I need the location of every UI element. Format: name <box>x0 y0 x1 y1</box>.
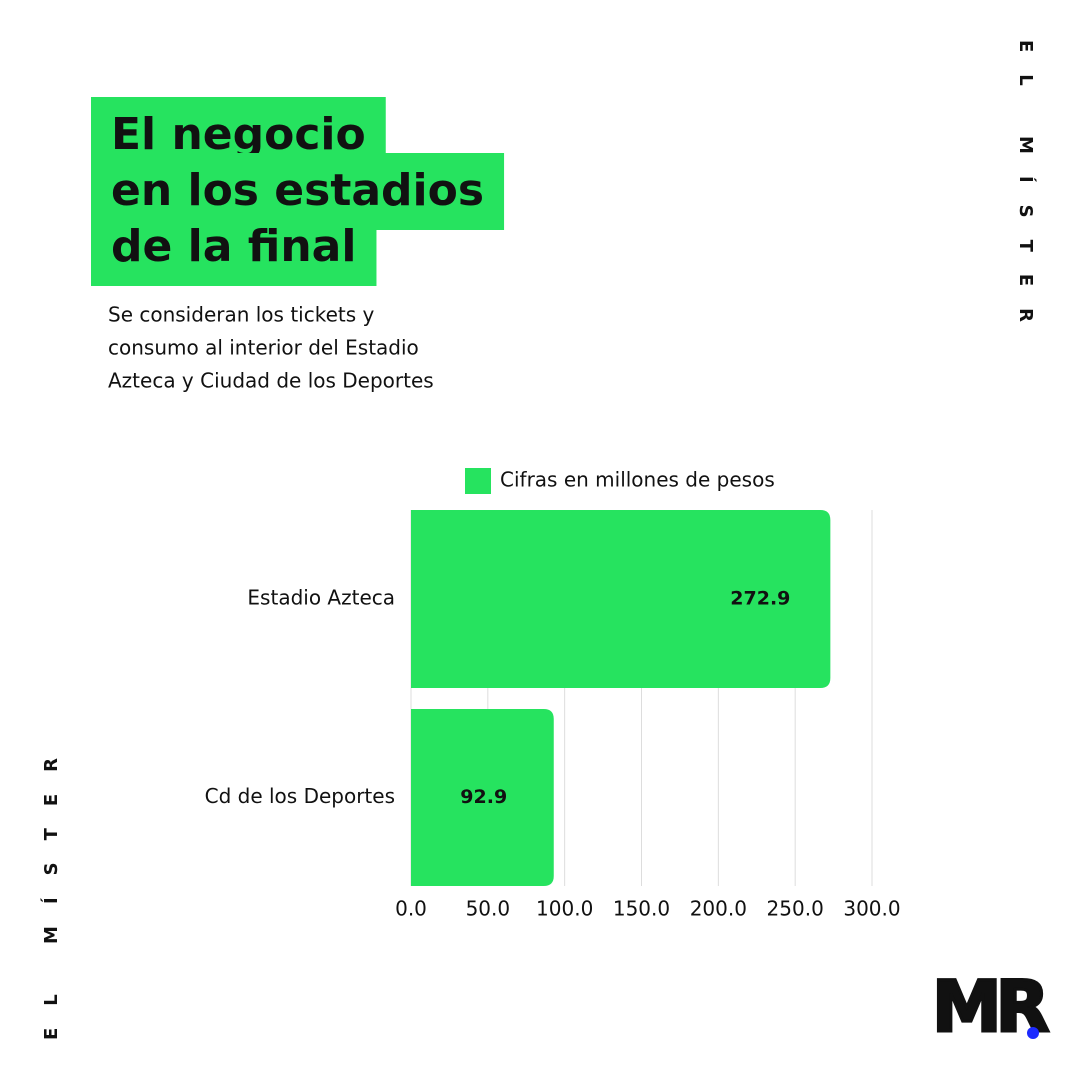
subtitle-line: Azteca y Ciudad de los Deportes <box>108 369 434 393</box>
title-line: de la final <box>111 221 356 272</box>
subtitle-line: consumo al interior del Estadio <box>108 336 419 360</box>
x-tick-label: 150.0 <box>613 897 670 921</box>
title-highlight <box>91 97 386 153</box>
y-tick-label: Estadio Azteca <box>247 586 395 610</box>
x-tick-label: 100.0 <box>536 897 593 921</box>
title-line: en los estadios <box>111 165 484 216</box>
x-tick-label: 250.0 <box>767 897 824 921</box>
subtitle-line: Se consideran los tickets y <box>108 303 375 327</box>
legend-label: Cifras en millones de pesos <box>500 468 775 492</box>
value-label: 272.9 <box>730 588 790 610</box>
x-tick-label: 200.0 <box>690 897 747 921</box>
title-highlight <box>91 230 377 286</box>
y-tick-label: Cd de los Deportes <box>205 784 395 808</box>
bar <box>411 709 554 886</box>
x-tick-label: 300.0 <box>843 897 900 921</box>
x-tick-label: 50.0 <box>466 897 511 921</box>
title-line: El negocio <box>111 109 366 160</box>
legend-swatch <box>465 468 491 494</box>
x-tick-label: 0.0 <box>395 897 427 921</box>
value-label: 92.9 <box>460 786 507 808</box>
logo-dot <box>1027 1027 1039 1039</box>
bar <box>411 510 831 688</box>
brand-right: EL MÍSTER <box>1015 40 1037 344</box>
brand-left: EL MÍSTER <box>40 736 62 1040</box>
logo: MR <box>932 966 1049 1048</box>
title-highlight <box>91 153 505 230</box>
